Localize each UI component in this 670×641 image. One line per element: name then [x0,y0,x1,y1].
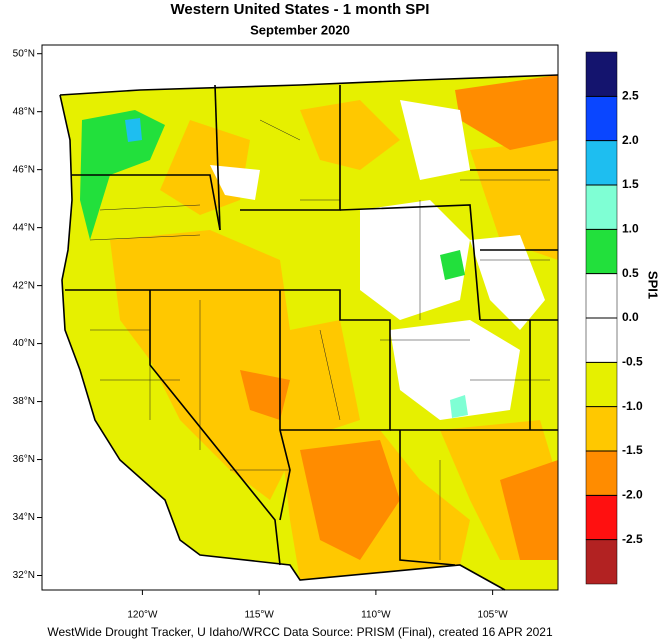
lat-label: 38°N [13,396,35,407]
colorbar-label: 1.0 [622,222,639,236]
colorbar-title: SPI1 [646,271,661,299]
lon-label: 120°W [127,610,158,621]
lat-label: 46°N [13,164,35,175]
lat-label: 32°N [13,570,35,581]
colorbar-label: 1.5 [622,177,639,191]
map-frame [41,44,559,591]
lat-label: 48°N [13,106,35,117]
colorbar-label: -2.5 [622,532,643,546]
colorbar-bin [585,273,618,319]
colorbar-label: 0.0 [622,310,639,324]
colorbar-label: 2.5 [622,89,639,103]
colorbar-label: -0.5 [622,355,643,369]
colorbar-bin [585,495,618,540]
colorbar-label: -1.0 [622,399,643,413]
colorbar-label: -1.5 [622,443,643,457]
colorbar-bin [585,229,618,274]
lat-label: 34°N [13,512,35,523]
colorbar-bin [585,184,618,230]
colorbar-bin [585,406,618,452]
colorbar-label: -2.0 [622,488,643,502]
colorbar-bin [585,539,618,585]
colorbar-bin [585,317,618,363]
colorbar-bin [585,140,618,186]
colorbar-bin [585,450,618,496]
colorbar-label: 0.5 [622,266,639,280]
lat-label: 36°N [13,454,35,465]
colorbar-bin [585,96,618,141]
title: Western United States - 1 month SPI [171,1,430,18]
subtitle: September 2020 [250,22,350,37]
colorbar-label: 2.0 [622,133,639,147]
lat-label: 50°N [13,48,35,59]
map [42,45,559,591]
lat-label: 40°N [13,338,35,349]
lat-label: 44°N [13,222,35,233]
lon-label: 105°W [478,610,509,621]
footer: WestWide Drought Tracker, U Idaho/WRCC D… [47,625,553,639]
lat-label: 42°N [13,280,35,291]
lon-label: 110°W [361,610,391,621]
lon-label: 115°W [244,610,274,621]
colorbar-bin [585,51,618,97]
colorbar-bin [585,362,618,407]
